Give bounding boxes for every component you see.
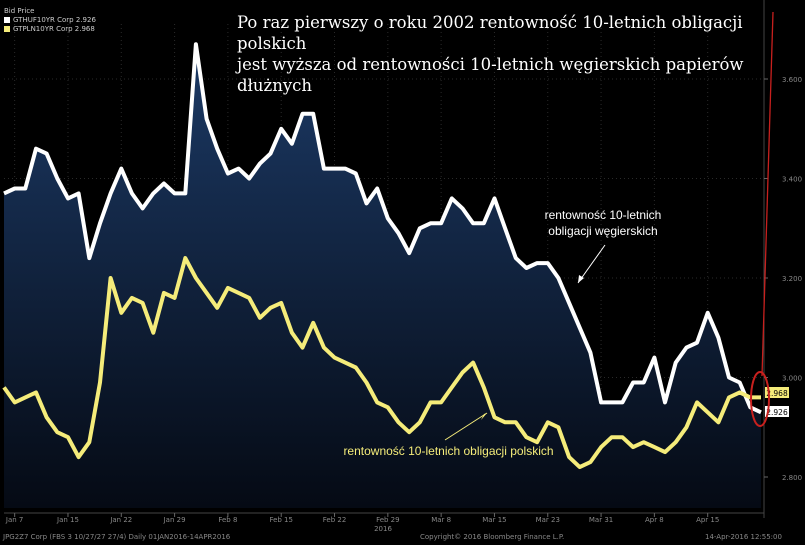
x-axis: Jan 7 Jan 15 Jan 22 Jan 29 Feb 8 Feb 15 Feb 22… [5,513,719,533]
annotation-poland: rentowność 10-letnich obligacji polskich [343,444,554,458]
legend-swatch-hungary [4,16,10,23]
hungary-area-fill [4,44,761,508]
annotation-arrows [444,244,606,441]
annotation-hungary-line-2: obligacji węgierskich [548,224,658,238]
footer-left: JPG2Z7 Corp (FBS 3 10/27/27 27/4) Daily … [3,533,231,541]
last-value-tag-1: 2.926 [766,408,788,417]
last-value-tag-bg-0 [765,387,789,398]
footer-copyright: Copyright© 2016 Bloomberg Finance L.P. [420,533,565,541]
last-value-tags: 2.968 2.926 [765,387,789,417]
callout-line [761,11,774,377]
headline-line-2: jest wyższa od rentowności 10-letnich wę… [237,55,744,95]
annotation-hungary-line-1: rentowność 10-letnich [544,208,662,222]
legend: Bid Price GTHUF10YR Corp 2.926 GTPLN10YR… [4,6,96,33]
x-tick-label-7: Feb 29 [376,516,400,524]
x-tick-label-8: Mar 8 [431,516,451,524]
legend-item-poland: GTPLN10YR Corp 2.968 [4,24,96,33]
x-tick-label-3: Jan 29 [163,516,186,524]
x-tick-label-6: Feb 22 [323,516,347,524]
series-line-poland [2,256,761,470]
x-tick-label-9: Mar 15 [482,516,506,524]
x-tick-label-13: Apr 15 [696,516,719,524]
headline: Po raz pierwszy o roku 2002 rentowność 1… [237,12,797,96]
y-tick-label-0: 2.800 [782,474,802,482]
x-year-label: 2016 [374,525,392,533]
x-tick-label-1: Jan 15 [56,516,79,524]
series-line-hungary [3,42,762,415]
x-tick-label-5: Feb 15 [269,516,293,524]
y-tick-label-4: 3.600 [782,76,802,84]
arrow-hungary [577,244,606,284]
legend-title: Bid Price [4,6,35,15]
x-tick-label-0: Jan 7 [5,516,23,524]
y-tick-label-1: 3.000 [782,375,802,383]
arrow-hungary-head [578,275,584,283]
footer-timestamp: 14-Apr-2016 12:55:00 [705,533,782,541]
legend-item-hungary: GTHUF10YR Corp 2.926 [4,15,96,24]
footer: JPG2Z7 Corp (FBS 3 10/27/27 27/4) Daily … [0,533,805,543]
x-tick-label-2: Jan 22 [109,516,132,524]
x-tick-label-4: Feb 8 [218,516,237,524]
y-tick-label-3: 3.400 [782,176,802,184]
legend-label-hungary: GTHUF10YR Corp 2.926 [13,15,96,24]
last-value-tag-bg-1 [765,406,789,417]
x-tick-label-12: Apr 8 [645,516,664,524]
callout [750,11,774,427]
headline-line-1: Po raz pierwszy o roku 2002 rentowność 1… [237,13,743,53]
last-value-tag-0: 2.968 [766,389,788,398]
x-tick-label-11: Mar 31 [589,516,613,524]
y-tick-label-2: 3.200 [782,275,802,283]
arrow-poland [444,412,488,441]
annotation-hungary: rentowność 10-letnich obligacji węgiersk… [528,207,678,239]
x-tick-label-10: Mar 23 [536,516,560,524]
callout-ellipse [750,371,770,427]
arrow-poland-head [481,413,487,420]
legend-label-poland: GTPLN10YR Corp 2.968 [13,24,95,33]
legend-swatch-poland [4,25,10,32]
